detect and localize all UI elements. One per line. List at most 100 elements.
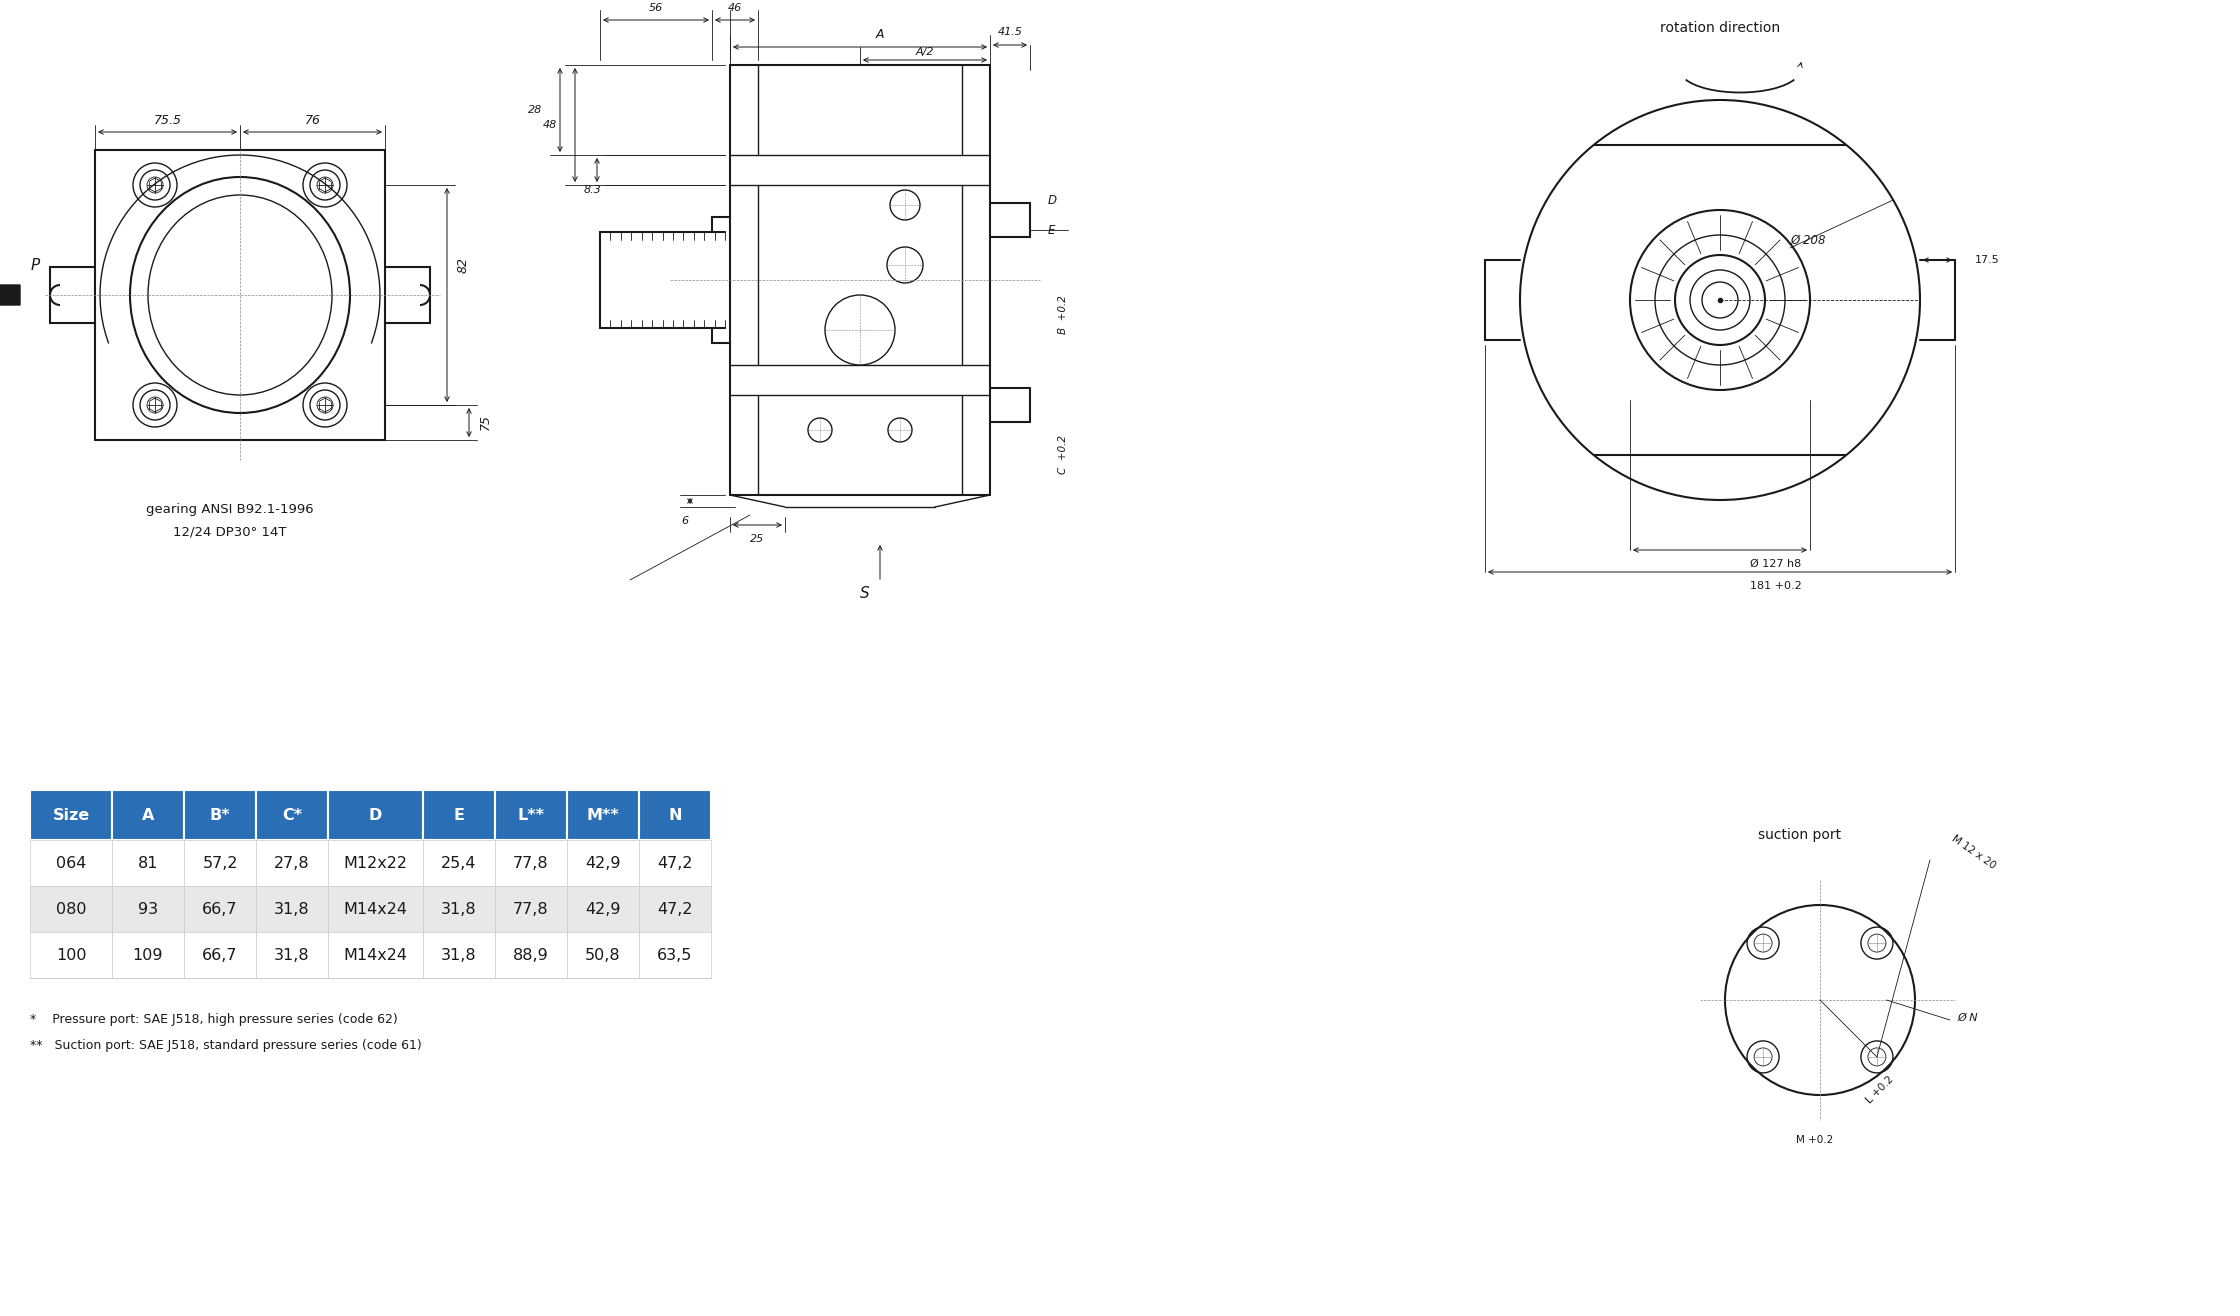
Text: 31,8: 31,8 xyxy=(273,901,309,916)
Text: 56: 56 xyxy=(650,3,663,13)
Text: 8.3: 8.3 xyxy=(585,186,603,195)
Bar xyxy=(112,790,184,840)
Bar xyxy=(255,886,327,932)
Text: M14x24: M14x24 xyxy=(343,948,408,962)
Bar xyxy=(495,840,567,886)
Text: Ø 208: Ø 208 xyxy=(1790,233,1826,246)
Text: N: N xyxy=(668,808,681,822)
Text: 66,7: 66,7 xyxy=(202,948,237,962)
Bar xyxy=(184,932,255,978)
Text: 25: 25 xyxy=(750,534,764,544)
Bar xyxy=(638,840,710,886)
Bar xyxy=(327,790,423,840)
Text: 12/24 DP30° 14T: 12/24 DP30° 14T xyxy=(172,525,287,538)
Text: P: P xyxy=(31,258,40,272)
Text: L +0.2: L +0.2 xyxy=(1864,1074,1895,1105)
Bar xyxy=(255,932,327,978)
Bar xyxy=(29,840,112,886)
Text: M**: M** xyxy=(587,808,620,822)
Text: M14x24: M14x24 xyxy=(343,901,408,916)
Bar xyxy=(423,790,495,840)
Text: C*: C* xyxy=(282,808,302,822)
Text: L**: L** xyxy=(517,808,544,822)
Text: D: D xyxy=(1048,193,1057,207)
Text: M +0.2: M +0.2 xyxy=(1796,1134,1835,1145)
Bar xyxy=(112,932,184,978)
Bar xyxy=(567,886,638,932)
Bar xyxy=(638,790,710,840)
Bar xyxy=(327,886,423,932)
Bar xyxy=(567,840,638,886)
Text: 50,8: 50,8 xyxy=(585,948,620,962)
Text: Ø 127 h8: Ø 127 h8 xyxy=(1749,559,1801,569)
Bar xyxy=(255,790,327,840)
Text: A: A xyxy=(876,29,885,42)
Text: 66,7: 66,7 xyxy=(202,901,237,916)
Text: 77,8: 77,8 xyxy=(513,901,549,916)
Bar xyxy=(184,886,255,932)
Bar xyxy=(29,790,112,840)
Text: 46: 46 xyxy=(728,3,741,13)
Text: **   Suction port: SAE J518, standard pressure series (code 61): ** Suction port: SAE J518, standard pres… xyxy=(29,1040,421,1053)
Bar xyxy=(495,932,567,978)
Bar xyxy=(184,790,255,840)
Text: E: E xyxy=(452,808,464,822)
Bar xyxy=(29,932,112,978)
Text: M 12 x 20: M 12 x 20 xyxy=(1951,833,1998,871)
Bar xyxy=(495,790,567,840)
Text: 57,2: 57,2 xyxy=(202,855,237,870)
Text: 42,9: 42,9 xyxy=(585,855,620,870)
Text: M12x22: M12x22 xyxy=(343,855,408,870)
Bar xyxy=(255,840,327,886)
Bar xyxy=(423,932,495,978)
Text: B  +0.2: B +0.2 xyxy=(1057,296,1068,334)
Text: 25,4: 25,4 xyxy=(441,855,477,870)
Text: 76: 76 xyxy=(305,113,320,126)
Bar xyxy=(112,840,184,886)
Text: *    Pressure port: SAE J518, high pressure series (code 62): * Pressure port: SAE J518, high pressure… xyxy=(29,1013,399,1026)
Text: 41.5: 41.5 xyxy=(997,28,1021,37)
Text: 27,8: 27,8 xyxy=(273,855,309,870)
Text: 77,8: 77,8 xyxy=(513,855,549,870)
Text: 31,8: 31,8 xyxy=(273,948,309,962)
Text: 31,8: 31,8 xyxy=(441,948,477,962)
Text: 064: 064 xyxy=(56,855,85,870)
Bar xyxy=(567,932,638,978)
Text: 88,9: 88,9 xyxy=(513,948,549,962)
Text: 6: 6 xyxy=(681,516,688,526)
Bar xyxy=(327,840,423,886)
Text: E: E xyxy=(1048,224,1055,237)
Text: D: D xyxy=(370,808,383,822)
Bar xyxy=(423,886,495,932)
Text: 75: 75 xyxy=(479,415,491,430)
Text: suction port: suction port xyxy=(1758,828,1841,842)
Text: rotation direction: rotation direction xyxy=(1660,21,1781,36)
Text: Ø N: Ø N xyxy=(1958,1013,1978,1023)
Bar xyxy=(327,932,423,978)
Text: A/2: A/2 xyxy=(916,47,934,57)
Text: 100: 100 xyxy=(56,948,87,962)
Bar xyxy=(184,840,255,886)
Text: 47,2: 47,2 xyxy=(656,901,692,916)
Bar xyxy=(112,886,184,932)
Text: 81: 81 xyxy=(137,855,159,870)
Text: 93: 93 xyxy=(139,901,159,916)
Bar xyxy=(495,886,567,932)
Bar xyxy=(423,840,495,886)
Text: 17.5: 17.5 xyxy=(1976,255,2000,265)
Text: A: A xyxy=(141,808,155,822)
Text: 75.5: 75.5 xyxy=(155,113,181,126)
Text: B*: B* xyxy=(211,808,231,822)
Text: 109: 109 xyxy=(132,948,164,962)
Text: 31,8: 31,8 xyxy=(441,901,477,916)
Text: 28: 28 xyxy=(529,105,542,114)
Bar xyxy=(567,790,638,840)
Text: Size: Size xyxy=(52,808,90,822)
Bar xyxy=(29,886,112,932)
Text: 181 +0.2: 181 +0.2 xyxy=(1749,580,1801,591)
Text: 63,5: 63,5 xyxy=(656,948,692,962)
Bar xyxy=(638,886,710,932)
Text: S: S xyxy=(860,587,869,601)
Text: 82: 82 xyxy=(457,257,470,272)
Text: C  +0.2: C +0.2 xyxy=(1057,436,1068,475)
